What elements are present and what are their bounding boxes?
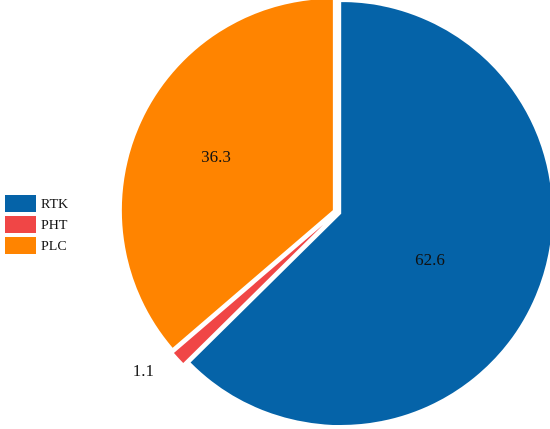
slice-label-rtk: 62.6 <box>415 250 445 269</box>
pie-slice-rtk <box>189 1 550 427</box>
slice-labels: 62.6 1.1 36.3 <box>133 147 445 380</box>
legend-label-rtk: RTK <box>41 197 68 212</box>
pie-slices <box>120 0 550 427</box>
legend-swatch-pht <box>5 216 36 233</box>
legend-label-plc: PLC <box>41 239 67 254</box>
legend-swatch-plc <box>5 237 36 254</box>
legend: RTK PHT PLC <box>5 195 68 254</box>
legend-swatch-rtk <box>5 195 36 212</box>
legend-label-pht: PHT <box>41 218 68 233</box>
slice-label-pht: 1.1 <box>133 361 154 380</box>
pie-slice-pht <box>172 214 335 365</box>
pie-slice-plc <box>120 0 334 350</box>
slice-label-plc: 36.3 <box>201 147 231 166</box>
